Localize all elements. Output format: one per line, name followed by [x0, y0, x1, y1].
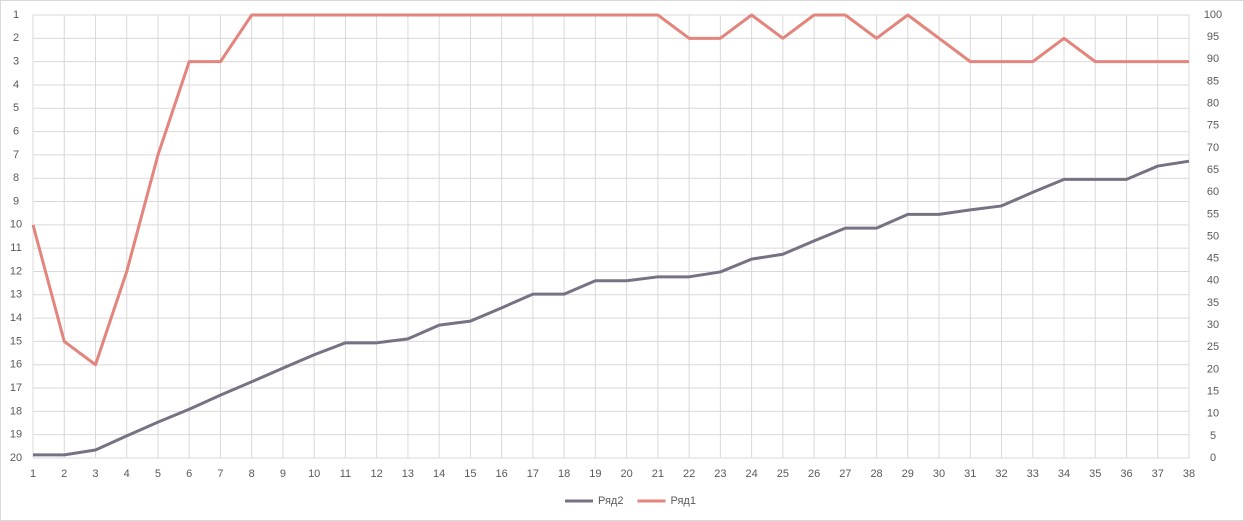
y2-tick-label: 95: [1207, 31, 1219, 43]
series-line: [33, 159, 1190, 457]
x-tick-label: 10: [308, 468, 320, 480]
x-tick-label: 5: [155, 468, 161, 480]
x-tick-label: 26: [808, 468, 820, 480]
x-tick-label: 16: [496, 468, 508, 480]
y-tick-label: 5: [13, 102, 19, 114]
y2-tick-label: 10: [1207, 408, 1219, 420]
x-tick-label: 6: [186, 468, 192, 480]
y2-tick-label: 85: [1207, 75, 1219, 87]
y-tick-label: 10: [10, 219, 22, 231]
y2-tick-label: 80: [1207, 98, 1219, 110]
x-tick-label: 17: [527, 468, 539, 480]
x-tick-label: 1: [30, 468, 36, 480]
x-tick-label: 4: [124, 468, 130, 480]
y-tick-label: 2: [13, 32, 19, 44]
y-tick-label: 11: [10, 242, 21, 254]
y-tick-label: 7: [13, 149, 19, 161]
x-tick-label: 3: [92, 468, 98, 480]
y-tick-label: 16: [10, 359, 22, 371]
y2-tick-label: 5: [1210, 430, 1216, 442]
y-tick-label: 20: [10, 452, 22, 464]
y-tick-label: 4: [13, 79, 19, 91]
x-tick-label: 23: [714, 468, 726, 480]
y2-tick-label: 75: [1207, 120, 1219, 132]
y2-tick-label: 90: [1207, 53, 1219, 65]
y2-tick-label: 25: [1207, 341, 1219, 353]
series-line: [31, 13, 1189, 367]
x-tick-label: 30: [933, 468, 945, 480]
x-tick-label: 27: [839, 468, 851, 480]
x-tick-label: 12: [371, 468, 383, 480]
y2-tick-label: 70: [1207, 142, 1219, 154]
x-tick-label: 38: [1183, 468, 1195, 480]
x-tick-label: 34: [1058, 468, 1070, 480]
x-tick-label: 32: [995, 468, 1007, 480]
y-tick-label: 1: [13, 9, 19, 21]
x-tick-label: 33: [1027, 468, 1039, 480]
x-tick-label: 25: [777, 468, 789, 480]
x-tick-label: 9: [280, 468, 286, 480]
y2-tick-label: 45: [1207, 253, 1219, 265]
y-tick-label: 9: [13, 195, 19, 207]
x-tick-label: 28: [870, 468, 882, 480]
x-tick-label: 36: [1120, 468, 1132, 480]
x-tick-label: 21: [652, 468, 664, 480]
x-tick-label: 14: [433, 468, 445, 480]
y-tick-label: 14: [10, 312, 22, 324]
y-tick-label: 18: [10, 405, 22, 417]
y2-tick-label: 60: [1207, 186, 1219, 198]
legend-label: Ряд1: [670, 495, 695, 507]
x-tick-label: 37: [1152, 468, 1164, 480]
y2-tick-label: 55: [1207, 208, 1219, 220]
y2-tick-label: 15: [1207, 385, 1219, 397]
x-tick-label: 8: [249, 468, 255, 480]
y2-tick-label: 0: [1210, 452, 1216, 464]
y2-tick-label: 30: [1207, 319, 1219, 331]
y-tick-label: 13: [10, 289, 22, 301]
y-tick-label: 17: [10, 382, 22, 394]
y-tick-label: 15: [10, 335, 22, 347]
y-tick-label: 6: [13, 125, 19, 137]
x-tick-label: 2: [61, 468, 67, 480]
x-tick-label: 18: [558, 468, 570, 480]
x-tick-label: 7: [217, 468, 223, 480]
x-tick-label: 20: [620, 468, 632, 480]
y2-tick-label: 50: [1207, 230, 1219, 242]
x-tick-label: 29: [902, 468, 914, 480]
x-tick-label: 19: [589, 468, 601, 480]
legend-label: Ряд2: [598, 495, 623, 507]
x-tick-label: 22: [683, 468, 695, 480]
x-tick-label: 35: [1089, 468, 1101, 480]
y-tick-label: 19: [10, 429, 22, 441]
x-tick-label: 31: [964, 468, 976, 480]
y2-tick-label: 40: [1207, 275, 1219, 287]
x-tick-label: 11: [340, 468, 351, 480]
y2-tick-label: 20: [1207, 363, 1219, 375]
y2-tick-label: 35: [1207, 297, 1219, 309]
x-tick-label: 15: [464, 468, 476, 480]
x-tick-label: 13: [402, 468, 414, 480]
y-tick-label: 8: [13, 172, 19, 184]
y-tick-label: 12: [10, 265, 22, 277]
y-tick-label: 3: [13, 56, 19, 68]
y2-tick-label: 65: [1207, 164, 1219, 176]
y2-tick-label: 100: [1204, 9, 1222, 21]
x-tick-label: 24: [745, 468, 757, 480]
